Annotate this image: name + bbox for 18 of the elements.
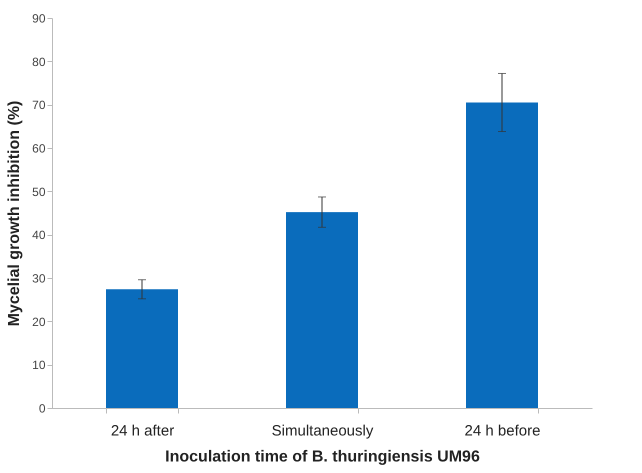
y-tick-label: 20 [32,314,46,329]
y-tick-label: 0 [38,402,46,416]
x-tick-label: Simultaneously [272,422,374,440]
y-tick-label: 40 [32,228,46,242]
y-tick-label: 10 [32,358,46,372]
x-tick-label: 24 h before [464,422,540,440]
y-tick-label: 60 [32,142,46,156]
y-tick-label: 30 [32,272,46,286]
y-axis-title: Mycelial growth inhibition (%) [6,100,24,326]
x-axis-title: Inoculation time of B. thuringiensis UM96 [165,448,480,466]
y-tick-label: 70 [32,98,46,112]
y-tick-label: 90 [32,12,46,26]
bar [106,289,178,408]
x-tick-label: 24 h after [110,422,174,440]
bar [286,212,358,408]
y-tick-label: 80 [32,54,46,69]
y-tick-label: 50 [32,184,46,199]
bar [466,102,538,408]
